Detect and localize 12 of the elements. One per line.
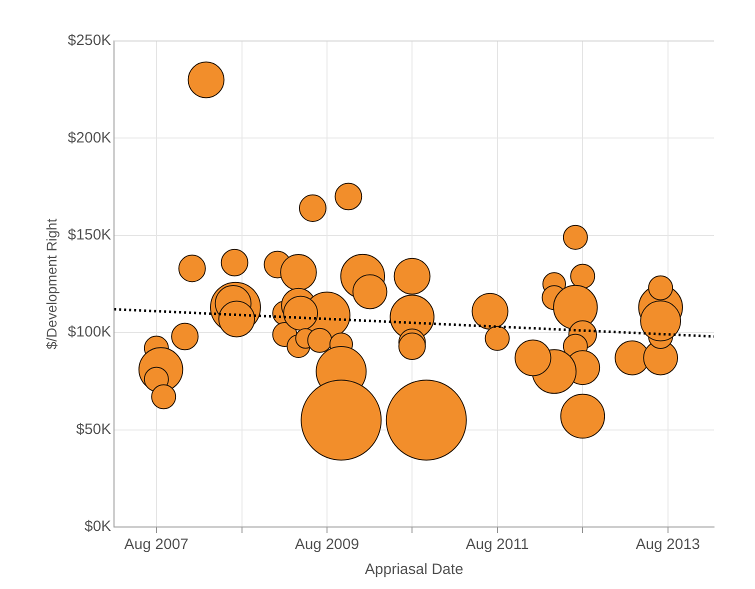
x-axis-title: Appriasal Date <box>364 561 464 578</box>
y-tick-label: $100K <box>68 324 112 341</box>
x-tick-label: Aug 2007 <box>124 536 189 554</box>
y-tick-label: $50K <box>76 420 112 438</box>
y-tick-label: $200K <box>68 129 112 146</box>
y-tick-label: $250K <box>68 32 112 50</box>
y-tick-label: $150K <box>68 226 112 244</box>
y-axis-title: $/Development Right <box>43 218 60 350</box>
x-tick-label: Aug 2009 <box>294 536 360 554</box>
y-tick-label: $0K <box>84 518 112 536</box>
x-tick-label: Aug 2013 <box>636 536 700 554</box>
x-tick-label: Aug 2011 <box>466 536 529 554</box>
